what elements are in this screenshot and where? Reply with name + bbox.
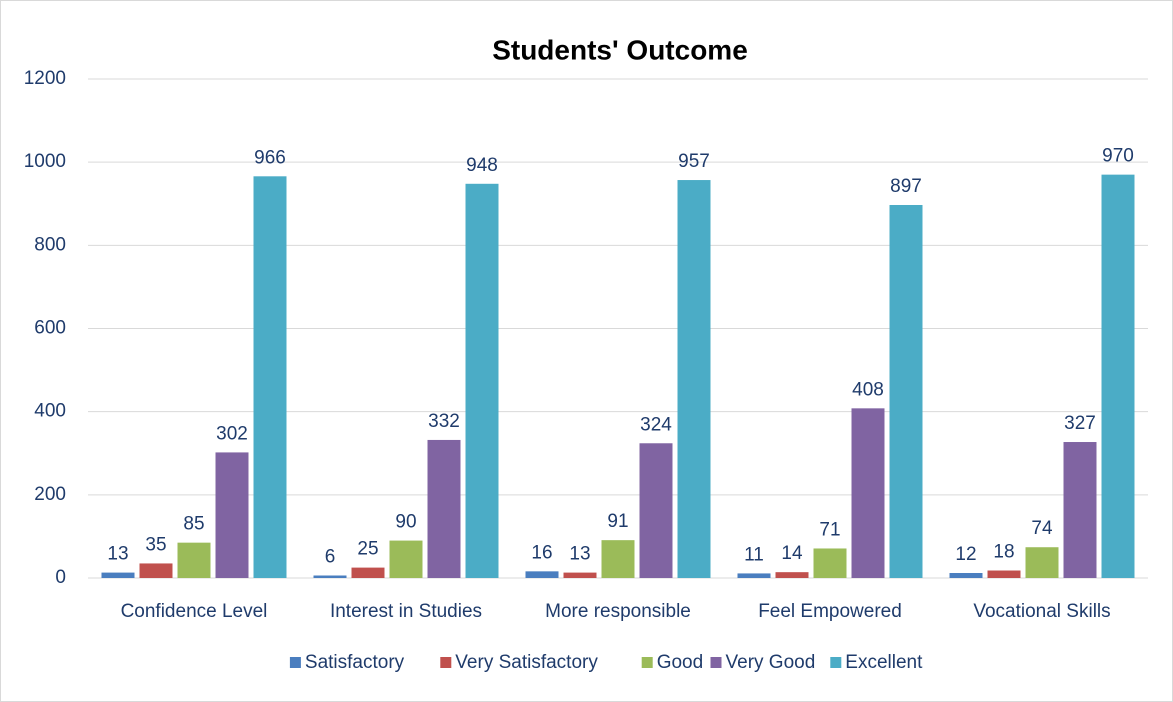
bar — [1025, 547, 1059, 578]
legend-label: Satisfactory — [305, 652, 405, 673]
value-label: 327 — [1064, 413, 1096, 434]
bar — [427, 439, 461, 578]
value-label: 25 — [357, 539, 378, 560]
bar — [737, 573, 771, 578]
value-label: 12 — [955, 544, 976, 565]
bar — [601, 540, 635, 578]
bar — [351, 567, 385, 578]
value-label: 13 — [107, 544, 128, 565]
x-tick-label: Interest in Studies — [330, 601, 482, 622]
bar — [563, 572, 597, 578]
x-tick-label: More responsible — [545, 601, 691, 622]
value-label: 13 — [569, 544, 590, 565]
legend-label: Good — [657, 652, 703, 673]
value-label: 71 — [819, 519, 840, 540]
bar — [525, 571, 559, 578]
bar — [215, 452, 249, 578]
bar — [253, 176, 287, 578]
bar — [949, 573, 983, 578]
bar — [677, 180, 711, 579]
y-tick-label: 400 — [34, 401, 66, 422]
bar — [389, 540, 423, 578]
value-label: 970 — [1102, 146, 1134, 167]
legend-swatch — [641, 657, 653, 668]
bar — [775, 572, 809, 578]
value-label: 6 — [325, 547, 336, 568]
value-label: 302 — [216, 423, 248, 444]
value-label: 324 — [640, 414, 672, 435]
y-tick-label: 800 — [34, 234, 66, 255]
value-label: 948 — [466, 155, 498, 176]
bar — [813, 548, 847, 578]
value-label: 957 — [678, 151, 710, 172]
y-tick-label: 1000 — [24, 151, 66, 172]
bar — [313, 575, 347, 578]
bar — [101, 572, 135, 578]
legend-swatch — [710, 657, 722, 668]
value-label: 18 — [993, 542, 1014, 563]
value-label: 16 — [531, 542, 552, 563]
bar — [1063, 442, 1097, 578]
value-label: 966 — [254, 147, 286, 168]
y-tick-label: 0 — [55, 567, 66, 588]
y-tick-label: 1200 — [24, 68, 66, 89]
value-label: 11 — [744, 544, 764, 565]
bar — [889, 204, 923, 578]
y-tick-label: 600 — [34, 318, 66, 339]
value-label: 85 — [183, 514, 204, 535]
legend-swatch — [830, 657, 842, 668]
x-tick-label: Feel Empowered — [758, 601, 902, 622]
legend-label: Very Satisfactory — [455, 652, 598, 673]
value-label: 14 — [781, 543, 803, 564]
bar — [465, 183, 499, 579]
value-label: 91 — [607, 511, 628, 532]
value-label: 74 — [1031, 518, 1053, 539]
value-label: 90 — [395, 512, 416, 533]
bar — [987, 570, 1021, 578]
x-tick-label: Confidence Level — [121, 601, 268, 622]
legend-swatch — [289, 657, 301, 668]
bar — [177, 542, 211, 578]
chart-title: Students' Outcome — [492, 34, 748, 65]
x-tick-label: Vocational Skills — [973, 601, 1110, 622]
bar — [851, 408, 885, 578]
bar — [1101, 174, 1135, 578]
legend-swatch — [440, 657, 452, 668]
bar — [639, 443, 673, 578]
value-label: 897 — [890, 176, 922, 197]
legend-label: Excellent — [845, 652, 923, 673]
y-tick-label: 200 — [34, 484, 66, 505]
value-label: 332 — [428, 411, 460, 432]
value-label: 35 — [145, 534, 166, 555]
bar — [139, 563, 173, 578]
value-label: 408 — [852, 379, 884, 400]
legend-label: Very Good — [726, 652, 816, 673]
